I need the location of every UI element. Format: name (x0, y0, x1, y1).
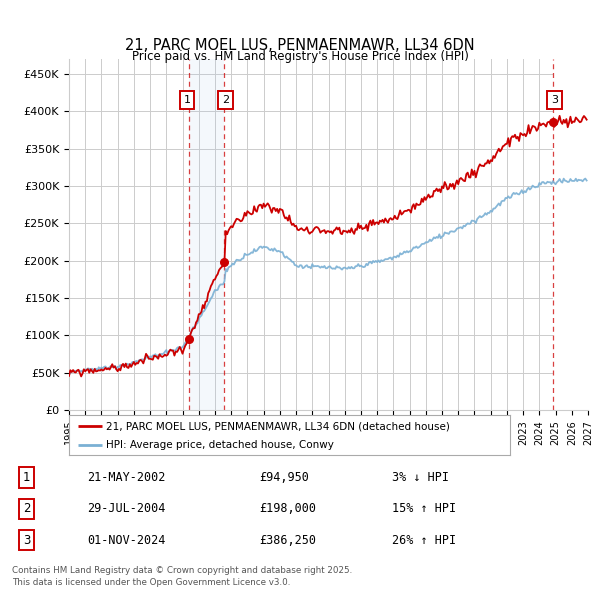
Text: 21-MAY-2002: 21-MAY-2002 (87, 471, 165, 484)
Text: 01-NOV-2024: 01-NOV-2024 (87, 533, 165, 546)
Text: 2: 2 (23, 502, 30, 516)
Bar (553, 59, 588, 410)
Text: 21, PARC MOEL LUS, PENMAENMAWR, LL34 6DN (detached house): 21, PARC MOEL LUS, PENMAENMAWR, LL34 6DN… (106, 421, 451, 431)
Text: 3: 3 (23, 533, 30, 546)
Text: 1: 1 (23, 471, 30, 484)
Bar (553, 59, 588, 410)
Bar (188, 59, 224, 410)
Text: 1: 1 (184, 95, 191, 105)
Text: HPI: Average price, detached house, Conwy: HPI: Average price, detached house, Conw… (106, 440, 334, 450)
Text: 29-JUL-2004: 29-JUL-2004 (87, 502, 165, 516)
Text: 3% ↓ HPI: 3% ↓ HPI (392, 471, 449, 484)
Text: 2: 2 (222, 95, 229, 105)
Text: £198,000: £198,000 (260, 502, 317, 516)
Text: £94,950: £94,950 (260, 471, 310, 484)
Text: 15% ↑ HPI: 15% ↑ HPI (392, 502, 456, 516)
Text: £386,250: £386,250 (260, 533, 317, 546)
Text: Contains HM Land Registry data © Crown copyright and database right 2025.
This d: Contains HM Land Registry data © Crown c… (12, 566, 352, 587)
Text: 21, PARC MOEL LUS, PENMAENMAWR, LL34 6DN: 21, PARC MOEL LUS, PENMAENMAWR, LL34 6DN (125, 38, 475, 53)
Text: 26% ↑ HPI: 26% ↑ HPI (392, 533, 456, 546)
Text: Price paid vs. HM Land Registry's House Price Index (HPI): Price paid vs. HM Land Registry's House … (131, 50, 469, 63)
Text: 3: 3 (551, 95, 558, 105)
